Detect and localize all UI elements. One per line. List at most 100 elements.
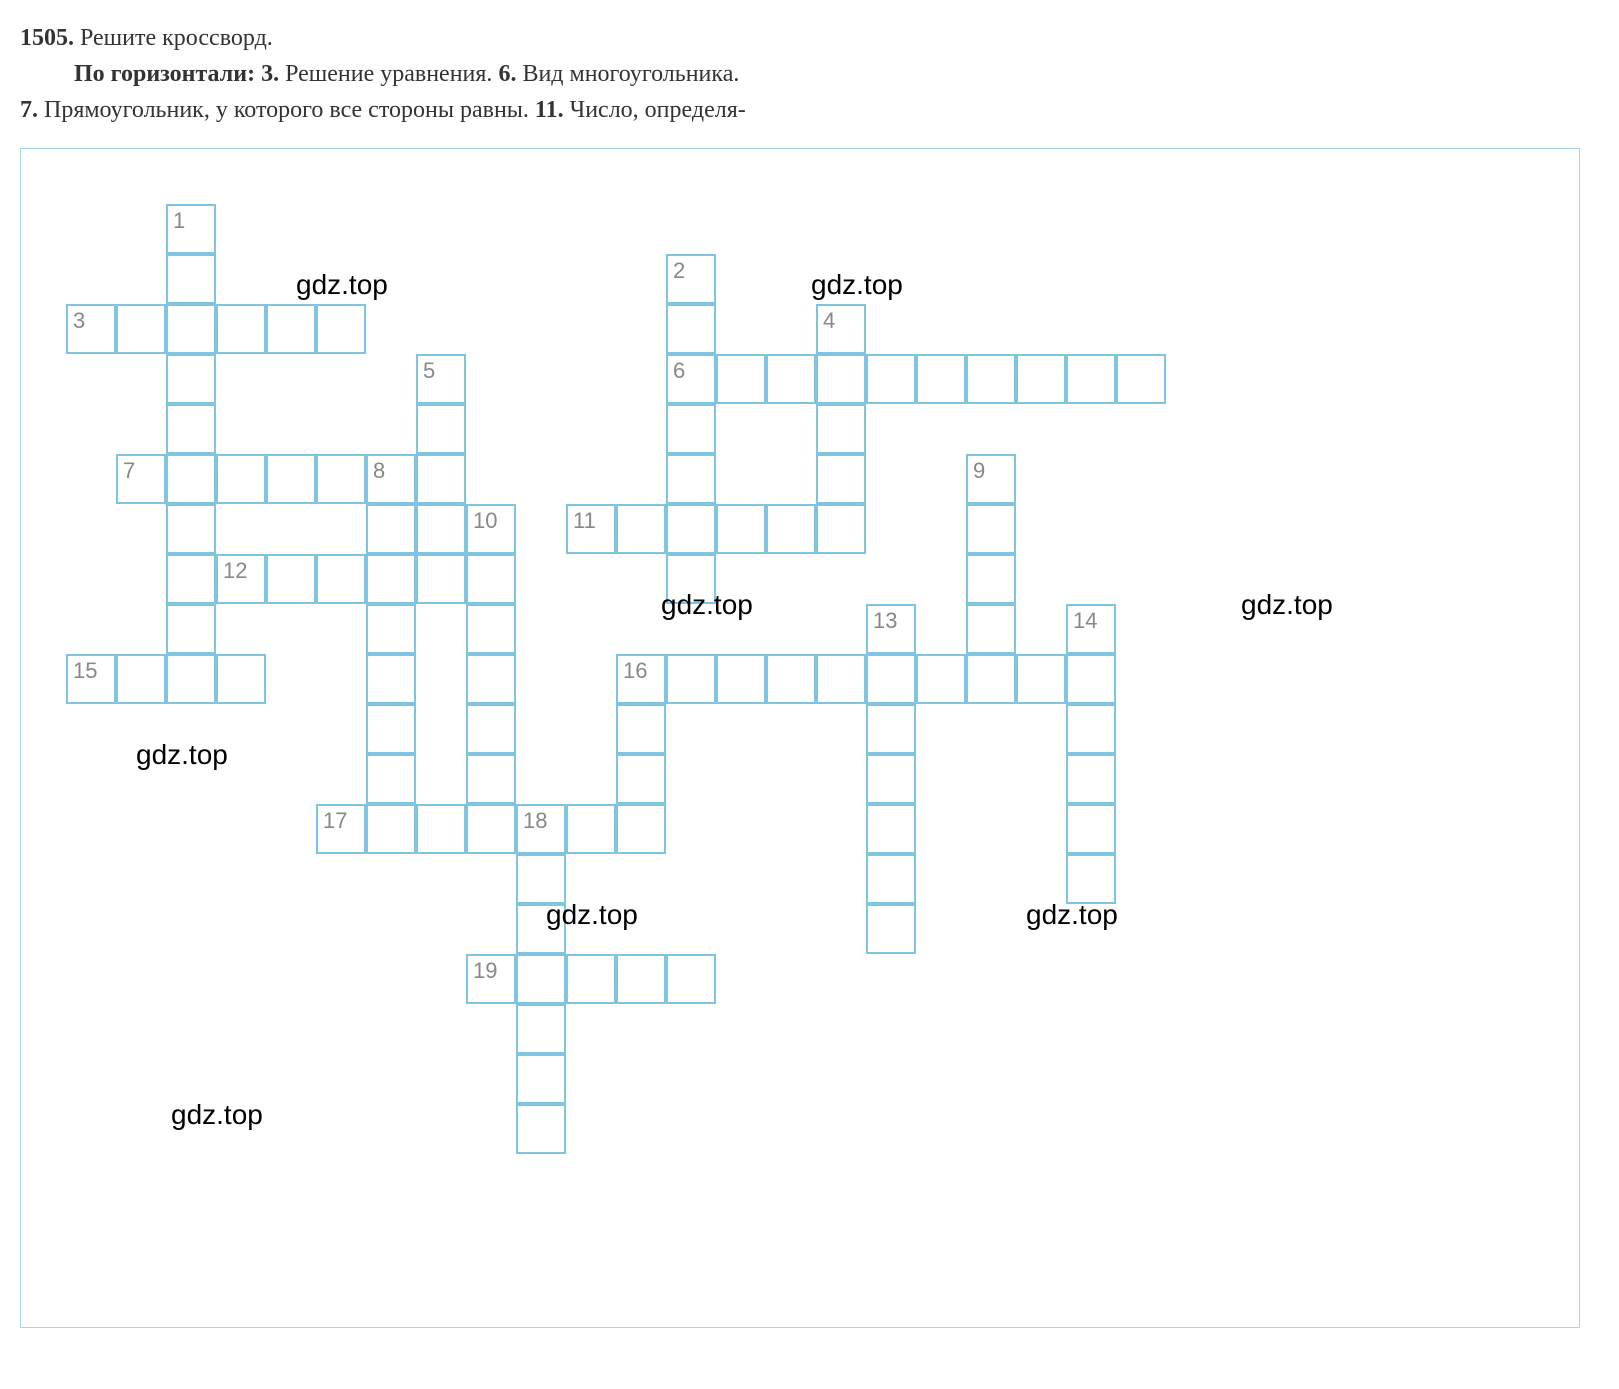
crossword-cell[interactable]: 2	[666, 254, 716, 304]
crossword-cell[interactable]	[966, 654, 1016, 704]
crossword-cell[interactable]: 12	[216, 554, 266, 604]
crossword-cell[interactable]	[166, 454, 216, 504]
crossword-cell[interactable]	[366, 504, 416, 554]
crossword-cell[interactable]	[316, 304, 366, 354]
crossword-cell[interactable]	[816, 504, 866, 554]
crossword-cell[interactable]	[216, 304, 266, 354]
crossword-cell[interactable]	[1016, 654, 1066, 704]
crossword-cell[interactable]	[916, 354, 966, 404]
crossword-cell[interactable]: 19	[466, 954, 516, 1004]
crossword-cell[interactable]: 3	[66, 304, 116, 354]
crossword-cell[interactable]: 8	[366, 454, 416, 504]
crossword-cell[interactable]	[516, 854, 566, 904]
crossword-cell[interactable]	[816, 354, 866, 404]
crossword-cell[interactable]	[616, 954, 666, 1004]
crossword-cell[interactable]	[866, 854, 916, 904]
crossword-cell[interactable]	[616, 754, 666, 804]
crossword-cell[interactable]	[166, 554, 216, 604]
crossword-cell[interactable]	[116, 304, 166, 354]
crossword-cell[interactable]	[716, 354, 766, 404]
crossword-cell[interactable]	[516, 1054, 566, 1104]
crossword-cell[interactable]	[416, 454, 466, 504]
crossword-cell[interactable]	[1066, 654, 1116, 704]
crossword-cell[interactable]	[716, 654, 766, 704]
crossword-cell[interactable]	[516, 904, 566, 954]
crossword-cell[interactable]	[1066, 354, 1116, 404]
crossword-cell[interactable]	[666, 954, 716, 1004]
crossword-cell[interactable]: 13	[866, 604, 916, 654]
crossword-cell[interactable]: 5	[416, 354, 466, 404]
crossword-cell[interactable]	[416, 554, 466, 604]
crossword-cell[interactable]	[1116, 354, 1166, 404]
crossword-cell[interactable]	[666, 554, 716, 604]
crossword-cell[interactable]	[966, 604, 1016, 654]
crossword-cell[interactable]: 16	[616, 654, 666, 704]
crossword-cell[interactable]	[366, 754, 416, 804]
crossword-cell[interactable]	[666, 304, 716, 354]
crossword-cell[interactable]	[466, 554, 516, 604]
crossword-cell[interactable]	[166, 254, 216, 304]
crossword-cell[interactable]	[266, 554, 316, 604]
crossword-cell[interactable]: 9	[966, 454, 1016, 504]
crossword-cell[interactable]	[166, 654, 216, 704]
crossword-cell[interactable]	[866, 654, 916, 704]
crossword-cell[interactable]	[916, 654, 966, 704]
crossword-cell[interactable]	[166, 354, 216, 404]
crossword-cell[interactable]: 11	[566, 504, 616, 554]
crossword-cell[interactable]	[216, 654, 266, 704]
crossword-cell[interactable]	[966, 504, 1016, 554]
crossword-cell[interactable]	[366, 704, 416, 754]
crossword-cell[interactable]	[866, 704, 916, 754]
crossword-cell[interactable]: 1	[166, 204, 216, 254]
crossword-cell[interactable]	[366, 604, 416, 654]
crossword-cell[interactable]	[466, 604, 516, 654]
crossword-cell[interactable]	[166, 304, 216, 354]
crossword-cell[interactable]	[666, 654, 716, 704]
crossword-cell[interactable]	[766, 654, 816, 704]
crossword-cell[interactable]: 18	[516, 804, 566, 854]
crossword-cell[interactable]	[366, 804, 416, 854]
crossword-cell[interactable]	[166, 404, 216, 454]
crossword-cell[interactable]	[516, 954, 566, 1004]
crossword-cell[interactable]	[116, 654, 166, 704]
crossword-cell[interactable]	[1066, 704, 1116, 754]
crossword-cell[interactable]	[416, 504, 466, 554]
crossword-cell[interactable]	[266, 454, 316, 504]
crossword-cell[interactable]	[666, 454, 716, 504]
crossword-cell[interactable]	[616, 504, 666, 554]
crossword-cell[interactable]	[516, 1104, 566, 1154]
crossword-cell[interactable]	[766, 504, 816, 554]
crossword-cell[interactable]	[766, 354, 816, 404]
crossword-cell[interactable]	[1066, 804, 1116, 854]
crossword-cell[interactable]	[466, 654, 516, 704]
crossword-cell[interactable]	[466, 804, 516, 854]
crossword-cell[interactable]	[416, 404, 466, 454]
crossword-cell[interactable]	[716, 504, 766, 554]
crossword-cell[interactable]	[616, 804, 666, 854]
crossword-cell[interactable]	[566, 954, 616, 1004]
crossword-cell[interactable]	[866, 354, 916, 404]
crossword-cell[interactable]	[416, 804, 466, 854]
crossword-cell[interactable]	[366, 654, 416, 704]
crossword-cell[interactable]	[666, 404, 716, 454]
crossword-cell[interactable]	[1066, 854, 1116, 904]
crossword-cell[interactable]	[1016, 354, 1066, 404]
crossword-cell[interactable]	[566, 804, 616, 854]
crossword-cell[interactable]	[166, 504, 216, 554]
crossword-cell[interactable]	[866, 804, 916, 854]
crossword-cell[interactable]	[816, 654, 866, 704]
crossword-cell[interactable]: 6	[666, 354, 716, 404]
crossword-cell[interactable]: 4	[816, 304, 866, 354]
crossword-cell[interactable]	[316, 454, 366, 504]
crossword-cell[interactable]	[216, 454, 266, 504]
crossword-cell[interactable]	[966, 554, 1016, 604]
crossword-cell[interactable]	[866, 754, 916, 804]
crossword-cell[interactable]	[966, 354, 1016, 404]
crossword-cell[interactable]	[816, 404, 866, 454]
crossword-cell[interactable]	[816, 454, 866, 504]
crossword-cell[interactable]	[266, 304, 316, 354]
crossword-cell[interactable]	[166, 604, 216, 654]
crossword-cell[interactable]	[666, 504, 716, 554]
crossword-cell[interactable]: 10	[466, 504, 516, 554]
crossword-cell[interactable]	[516, 1004, 566, 1054]
